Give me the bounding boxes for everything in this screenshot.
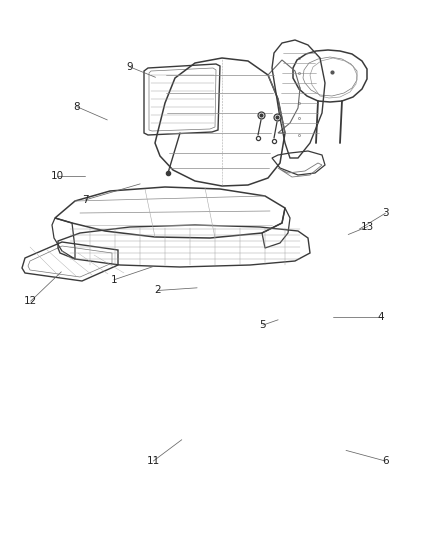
Text: 13: 13 xyxy=(361,222,374,231)
Text: 11: 11 xyxy=(147,456,160,466)
Text: 10: 10 xyxy=(50,171,64,181)
Text: 4: 4 xyxy=(378,312,385,322)
Text: 9: 9 xyxy=(126,62,133,71)
Text: 3: 3 xyxy=(382,208,389,218)
Text: 1: 1 xyxy=(110,275,117,285)
Text: 6: 6 xyxy=(382,456,389,466)
Text: 8: 8 xyxy=(73,102,80,111)
Text: 7: 7 xyxy=(82,195,89,205)
Text: 12: 12 xyxy=(24,296,37,306)
Text: 5: 5 xyxy=(259,320,266,330)
Text: 2: 2 xyxy=(154,286,161,295)
